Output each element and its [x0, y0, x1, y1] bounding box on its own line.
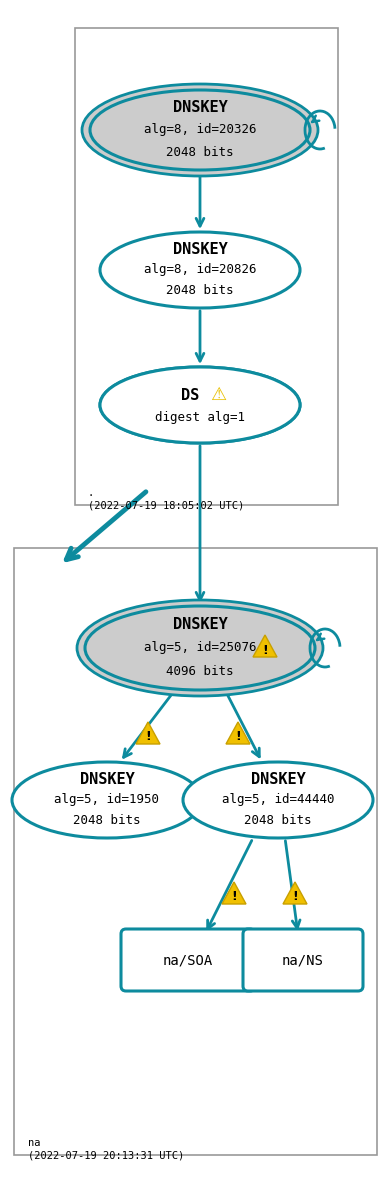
Ellipse shape [100, 367, 300, 443]
Ellipse shape [100, 232, 300, 308]
Ellipse shape [100, 367, 300, 443]
Text: (2022-07-19 20:13:31 UTC): (2022-07-19 20:13:31 UTC) [28, 1151, 184, 1161]
Text: 2048 bits: 2048 bits [244, 814, 312, 827]
Text: !: ! [145, 731, 151, 744]
Text: ⚠: ⚠ [210, 386, 226, 405]
Text: alg=8, id=20326: alg=8, id=20326 [144, 124, 256, 136]
FancyBboxPatch shape [75, 28, 338, 504]
Text: DNSKEY: DNSKEY [172, 100, 228, 116]
Polygon shape [283, 883, 307, 904]
Text: na/NS: na/NS [282, 954, 324, 967]
Text: !: ! [235, 731, 241, 744]
Text: 4096 bits: 4096 bits [166, 665, 234, 678]
Text: DNSKEY: DNSKEY [80, 772, 135, 786]
Text: DS: DS [191, 386, 209, 402]
Text: alg=5, id=1950: alg=5, id=1950 [54, 793, 160, 807]
Text: alg=5, id=44440: alg=5, id=44440 [222, 793, 334, 807]
Polygon shape [226, 722, 250, 744]
Ellipse shape [90, 90, 310, 170]
Text: na/SOA: na/SOA [163, 954, 213, 967]
Ellipse shape [77, 600, 323, 696]
Ellipse shape [12, 762, 202, 838]
Polygon shape [253, 635, 277, 657]
FancyBboxPatch shape [121, 929, 255, 991]
Text: digest alg=1: digest alg=1 [155, 409, 245, 421]
Text: .: . [88, 488, 94, 498]
Text: 2048 bits: 2048 bits [73, 814, 141, 827]
Text: DNSKEY: DNSKEY [172, 618, 228, 632]
Text: alg=5, id=25076: alg=5, id=25076 [144, 642, 256, 655]
Text: !: ! [262, 643, 268, 656]
FancyBboxPatch shape [243, 929, 363, 991]
Text: DNSKEY: DNSKEY [251, 772, 305, 786]
Text: 2048 bits: 2048 bits [166, 284, 234, 297]
Ellipse shape [183, 762, 373, 838]
FancyBboxPatch shape [14, 548, 377, 1155]
Text: DNSKEY: DNSKEY [172, 242, 228, 256]
Polygon shape [222, 883, 246, 904]
Text: !: ! [292, 891, 298, 903]
Ellipse shape [85, 606, 315, 690]
Text: (2022-07-19 18:05:02 UTC): (2022-07-19 18:05:02 UTC) [88, 501, 244, 510]
Text: DS: DS [181, 388, 199, 402]
Polygon shape [136, 722, 160, 744]
Text: !: ! [231, 891, 237, 903]
Ellipse shape [82, 84, 318, 176]
Text: digest alg=1: digest alg=1 [155, 411, 245, 424]
Text: 2048 bits: 2048 bits [166, 146, 234, 159]
Text: alg=8, id=20826: alg=8, id=20826 [144, 264, 256, 277]
Text: na: na [28, 1138, 41, 1147]
